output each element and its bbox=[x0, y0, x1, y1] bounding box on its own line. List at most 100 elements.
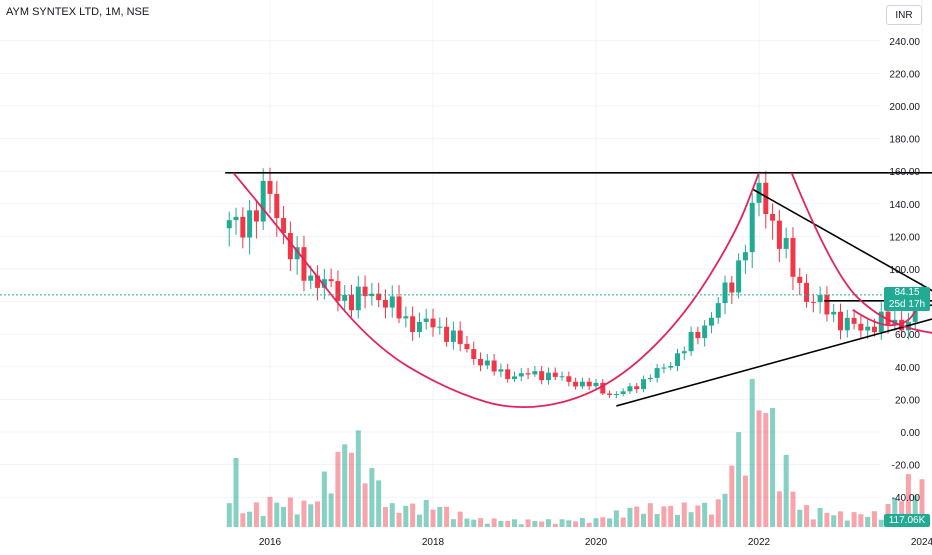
volume-bar bbox=[260, 516, 266, 527]
candle-body bbox=[362, 286, 368, 297]
candle-body bbox=[790, 237, 796, 277]
candle-body bbox=[287, 233, 293, 260]
candle-body bbox=[491, 360, 497, 372]
candle-body bbox=[518, 373, 524, 377]
volume-bar bbox=[736, 432, 742, 527]
volume-bar bbox=[484, 523, 490, 527]
volume-bar bbox=[579, 518, 585, 527]
candle-body bbox=[715, 303, 721, 318]
candle-body bbox=[274, 193, 280, 219]
y-tick-label: 180.00 bbox=[889, 135, 920, 146]
volume-bar bbox=[783, 454, 789, 527]
currency-button[interactable]: INR bbox=[886, 5, 922, 25]
volume-bar bbox=[892, 498, 898, 527]
volume-bar bbox=[776, 491, 782, 527]
y-tick-label: 60.00 bbox=[895, 330, 920, 341]
candle-body bbox=[742, 252, 748, 261]
candle-body bbox=[498, 369, 504, 372]
candle-body bbox=[505, 369, 511, 380]
volume-bar bbox=[919, 479, 925, 527]
volume-bar bbox=[844, 520, 850, 527]
last-price-value: 84.15 bbox=[894, 287, 920, 298]
candle-body bbox=[355, 286, 361, 311]
countdown-value: 25d 17h bbox=[888, 299, 926, 310]
candle-body bbox=[600, 382, 606, 394]
volume-bar bbox=[539, 521, 545, 527]
volume-bar bbox=[505, 520, 511, 527]
candle-body bbox=[688, 332, 694, 352]
volume-bar bbox=[369, 468, 375, 527]
candle-body bbox=[301, 247, 307, 281]
candle-body bbox=[804, 282, 810, 302]
volume-bar bbox=[620, 517, 626, 527]
volume-bar bbox=[654, 514, 660, 527]
candle-body bbox=[844, 317, 850, 331]
y-tick-label: 240.00 bbox=[889, 37, 920, 48]
volume-bar bbox=[865, 516, 871, 527]
volume-bar bbox=[851, 512, 857, 527]
candle-body bbox=[885, 311, 891, 325]
volume-bar bbox=[797, 509, 803, 527]
volume-bar bbox=[715, 499, 721, 527]
volume-bar bbox=[681, 502, 687, 527]
candle-body bbox=[810, 301, 816, 303]
candle-body bbox=[328, 279, 334, 282]
volume-bar bbox=[722, 493, 728, 527]
candle-body bbox=[763, 182, 769, 215]
volume-bar bbox=[593, 518, 599, 527]
volume-bar bbox=[858, 514, 864, 527]
candle-body bbox=[464, 343, 470, 350]
volume-bar bbox=[281, 506, 287, 527]
candle-body bbox=[824, 295, 830, 315]
y-tick-label: 20.00 bbox=[895, 395, 920, 406]
volume-bar bbox=[871, 511, 877, 527]
volume-bar bbox=[478, 518, 484, 527]
candle-body bbox=[831, 311, 837, 315]
x-tick-label: 2022 bbox=[748, 537, 771, 548]
volume-bar bbox=[552, 523, 558, 527]
candle-body bbox=[247, 210, 253, 238]
volume-bar bbox=[240, 513, 246, 527]
volume-bar bbox=[905, 474, 911, 527]
candle-body bbox=[294, 247, 300, 260]
volume-bar bbox=[532, 521, 538, 527]
candle-body bbox=[226, 220, 232, 229]
volume-bar bbox=[613, 510, 619, 527]
candle-body bbox=[382, 300, 388, 308]
volume-bar bbox=[749, 378, 755, 527]
volume-bar bbox=[253, 502, 259, 527]
candle-body bbox=[817, 295, 823, 303]
y-tick-label: 220.00 bbox=[889, 69, 920, 80]
volume-bar bbox=[294, 514, 300, 527]
y-axis-labels: -40.00-20.000.0020.0040.0060.0080.00100.… bbox=[889, 37, 920, 504]
volume-bar bbox=[349, 452, 354, 527]
candle-body bbox=[729, 282, 735, 293]
triangle-line bbox=[752, 188, 932, 292]
candle-body bbox=[430, 318, 436, 328]
volume-bar bbox=[423, 499, 429, 527]
candle-body bbox=[471, 349, 477, 360]
volume-bar bbox=[763, 413, 769, 527]
candle-body bbox=[627, 386, 633, 392]
candle-body bbox=[525, 373, 531, 375]
volume-bar bbox=[498, 520, 504, 527]
candle-body bbox=[423, 318, 429, 322]
volume-bar bbox=[247, 511, 253, 527]
volume-bar bbox=[545, 519, 551, 527]
volume-bar bbox=[267, 496, 273, 527]
volume-bar bbox=[702, 502, 708, 527]
volume-bar bbox=[287, 497, 293, 527]
volume-bar bbox=[878, 519, 884, 527]
candles bbox=[226, 167, 925, 399]
volume-bar bbox=[688, 512, 694, 527]
y-tick-label: 100.00 bbox=[889, 265, 920, 276]
volume-bar bbox=[328, 493, 334, 527]
volume-bar bbox=[512, 519, 517, 527]
candle-body bbox=[641, 379, 647, 390]
candle-body bbox=[410, 316, 416, 332]
candle-body bbox=[586, 381, 592, 387]
candle-body bbox=[865, 326, 871, 331]
x-tick-label: 2020 bbox=[585, 537, 608, 548]
volume-bar bbox=[355, 430, 361, 527]
